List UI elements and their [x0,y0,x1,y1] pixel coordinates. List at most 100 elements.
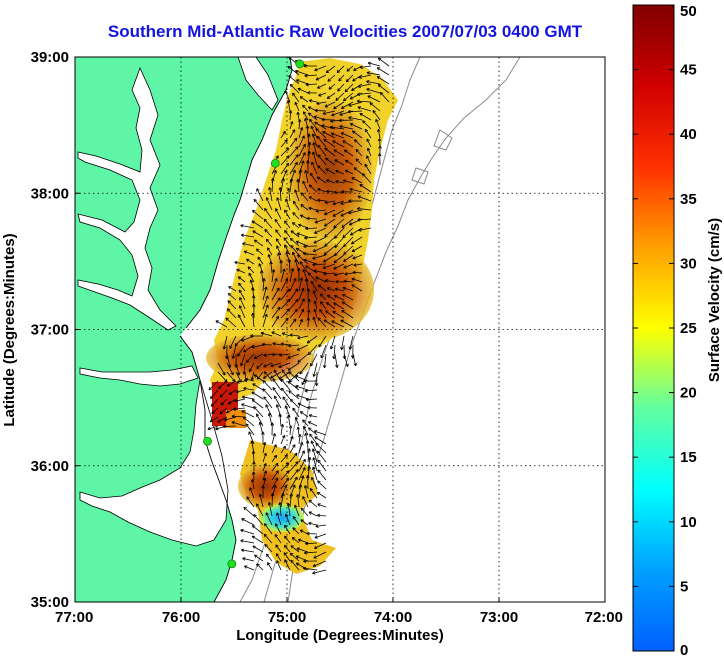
velocity-arrow [298,442,304,454]
velocity-arrow [271,470,279,481]
velocity-arrow [319,309,327,319]
velocity-arrow [324,227,336,238]
velocity-arrow [295,69,309,76]
velocity-arrow [344,169,354,175]
velocity-arrow [307,448,311,463]
velocity-arrow [332,209,345,217]
velocity-arrow [297,402,309,409]
velocity-arrow [272,387,282,400]
velocity-arrow [234,260,246,265]
velocity-arrow [289,476,298,490]
velocity-arrow [335,279,345,284]
velocity-arrow [271,331,282,337]
velocity-arrow [317,317,327,328]
velocity-arrow [246,496,255,508]
velocity-arrow [322,263,336,269]
velocity-arrow [322,131,336,139]
velocity-arrow [326,179,336,184]
velocity-arrow [315,128,327,139]
velocity-arrow [253,198,264,211]
velocity-arrow [308,511,318,517]
velocity-arrow [314,218,327,224]
velocity-arrow [256,188,264,202]
velocity-arrow [298,160,305,175]
velocity-arrow [340,200,354,206]
velocity-arrow [275,238,282,247]
velocity-arrow [250,371,255,381]
velocity-arrow [333,149,345,157]
y-tick-label: 39:00 [31,49,69,66]
velocity-arrow [292,527,300,535]
velocity-arrow [267,502,273,517]
velocity-arrow [302,419,309,427]
velocity-arrow [343,149,354,157]
velocity-arrow [299,261,309,274]
velocity-arrow [263,533,273,544]
velocity-arrow [290,230,300,238]
velocity-arrow [366,138,372,148]
velocity-arrow [297,353,309,363]
velocity-arrow [271,477,279,490]
velocity-arrow [340,319,354,328]
velocity-arrow [297,267,301,283]
velocity-arrow [286,187,291,202]
velocity-arrow [273,395,282,409]
velocity-arrow [343,263,354,269]
velocity-arrow [234,398,246,403]
velocity-arrow [324,218,336,227]
velocity-arrow [328,83,336,90]
colorbar-label: Surface Velocity (cm/s) [706,218,723,382]
velocity-arrow [276,245,282,256]
velocity-arrow [324,147,336,157]
velocity-arrow [307,142,312,157]
colorbar-tick-label: 30 [680,255,697,272]
velocity-arrow [377,84,390,94]
velocity-arrow [307,421,318,427]
velocity-arrow [366,71,381,76]
velocity-arrow [325,168,336,175]
velocity-arrow [294,416,300,427]
velocity-arrow [248,362,255,373]
velocity-arrow [357,218,372,222]
velocity-arrow [297,119,302,130]
y-tick-label: 35:00 [31,594,69,611]
velocity-arrow [316,491,327,499]
velocity-arrow [281,369,291,382]
velocity-arrow [377,138,382,148]
velocity-arrow [262,313,268,328]
velocity-arrow [264,523,273,535]
velocity-arrow [247,266,255,274]
velocity-arrow [343,245,354,255]
velocity-arrow [307,272,318,283]
velocity-arrow [307,298,311,310]
velocity-arrow [329,125,345,130]
velocity-arrow [335,92,345,101]
x-tick-label: 77:00 [55,609,93,626]
velocity-arrow [219,389,228,398]
velocity-arrow [289,83,300,94]
velocity-arrow [275,544,282,553]
velocity-arrow [250,479,255,490]
velocity-arrow [348,101,363,107]
velocity-arrow [297,254,309,265]
velocity-arrow [323,272,336,276]
velocity-arrow [263,396,273,409]
velocity-arrow [298,475,305,490]
colorbar-tick-label: 40 [680,126,697,143]
velocity-arrow [271,433,276,445]
velocity-arrow [352,130,363,139]
velocity-arrow [255,248,264,256]
radar-site-marker [203,436,212,446]
velocity-arrow [306,335,318,344]
velocity-arrow [349,122,363,130]
velocity-arrow [317,459,327,472]
velocity-arrow [303,425,309,436]
velocity-arrow [276,197,282,211]
velocity-arrow [313,236,327,244]
velocity-arrow [327,74,336,82]
velocity-arrow [348,209,363,215]
velocity-arrow [353,167,363,175]
velocity-arrow [231,344,237,359]
velocity-arrow [241,548,255,553]
velocity-arrow [326,302,336,310]
